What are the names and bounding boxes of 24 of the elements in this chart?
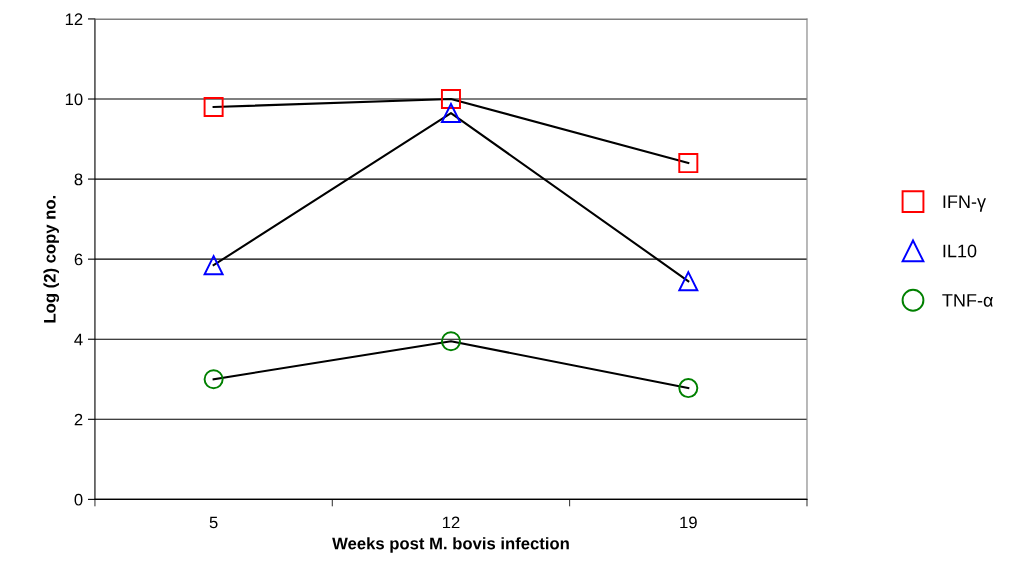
point — [203, 369, 224, 390]
y-axis-title: Log (2) copy no. — [43, 195, 60, 323]
point — [203, 97, 224, 118]
y-tick-label: 0 — [74, 493, 83, 506]
x-tick-label: 5 — [209, 516, 218, 529]
legend-label: IL10 — [943, 244, 977, 258]
y-tick-label: 6 — [74, 253, 83, 266]
y-tick-label: 10 — [65, 93, 83, 106]
point — [678, 153, 699, 174]
legend-label: IFN-γ — [943, 195, 986, 212]
point — [678, 378, 699, 399]
y-tick-label: 2 — [74, 413, 83, 426]
y-tick-label: 8 — [74, 173, 83, 186]
x-axis-title: Weeks post M. bovis infection — [332, 537, 569, 553]
legend-label: TNF-α — [942, 294, 993, 307]
x-tick-label: 19 — [680, 516, 697, 529]
point — [203, 255, 224, 276]
y-tick-label: 4 — [74, 333, 83, 346]
x-tick-label: 12 — [442, 516, 460, 529]
point — [440, 331, 461, 352]
point — [440, 89, 461, 110]
point — [440, 103, 461, 124]
y-tick-label: 12 — [65, 13, 83, 25]
point — [678, 271, 699, 292]
